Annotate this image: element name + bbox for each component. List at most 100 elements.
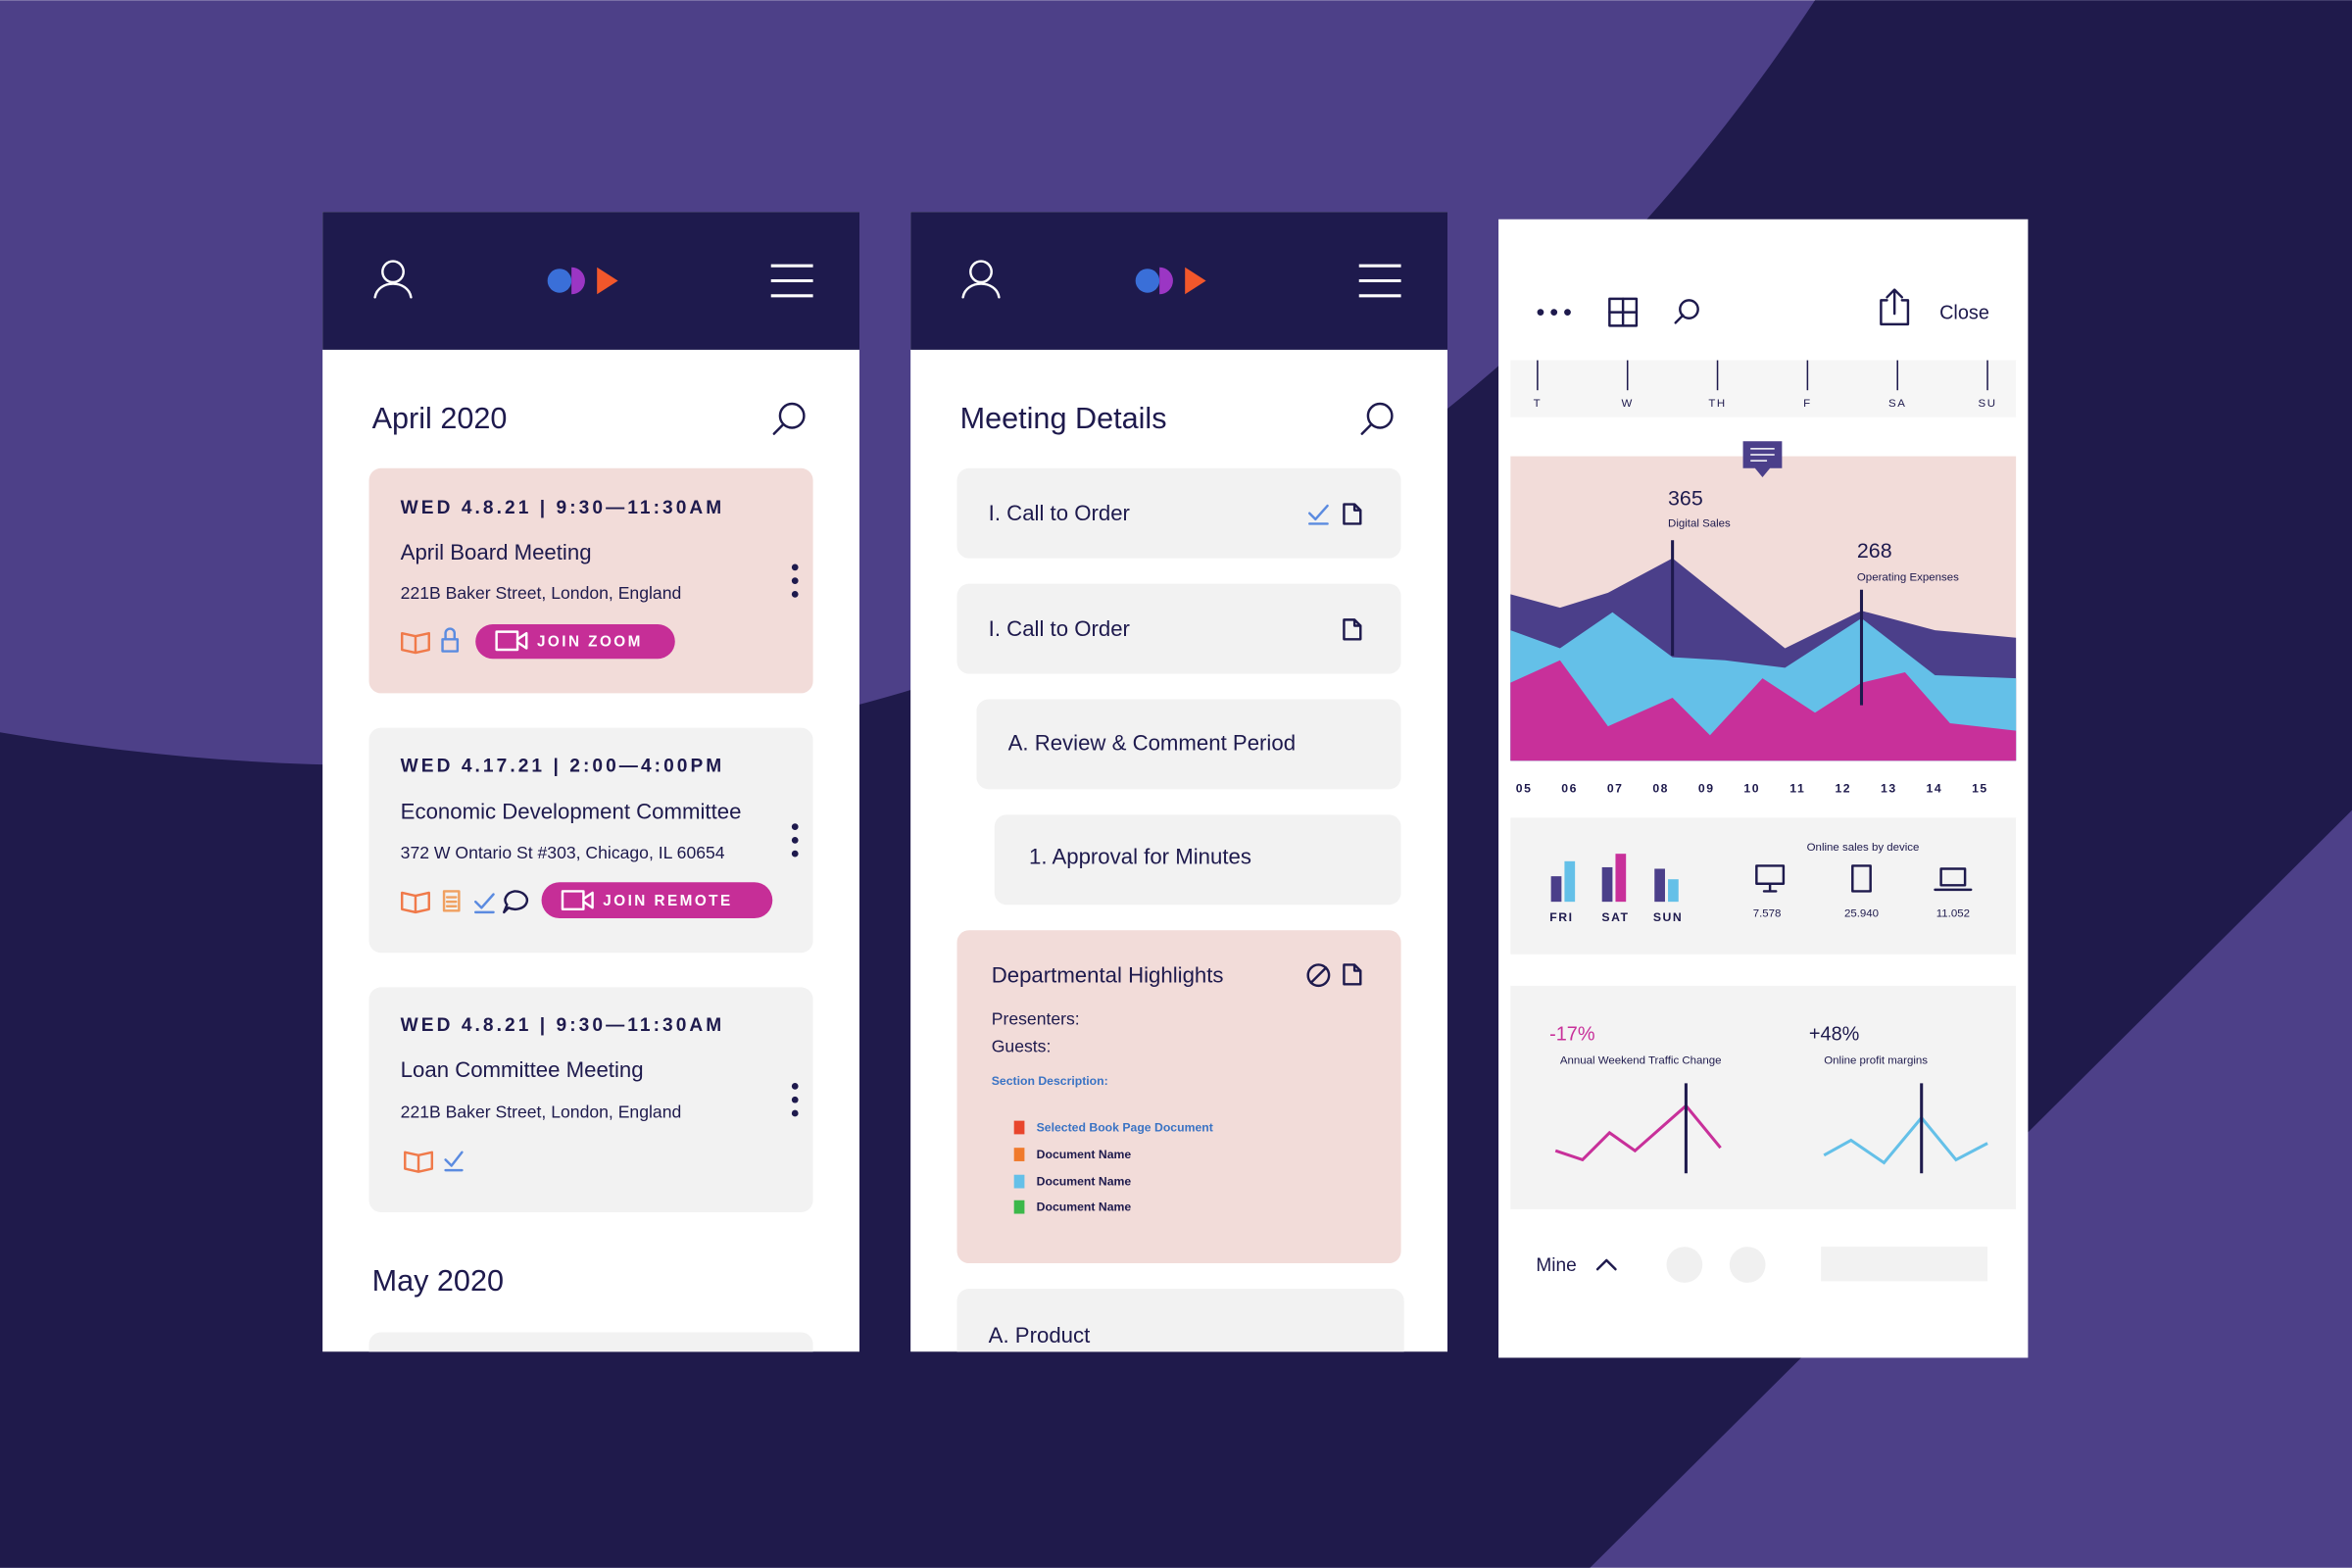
video-icon-part [582, 891, 594, 909]
more-icon-part [791, 591, 799, 598]
highlight-card[interactable] [956, 930, 1401, 1264]
video-icon-part [515, 631, 528, 650]
mini-bars-part [1550, 876, 1562, 903]
menu-icon[interactable] [1358, 264, 1401, 298]
button-label: JOIN REMOTE [603, 893, 732, 909]
video-icon-part [495, 630, 519, 652]
logo-part [1135, 269, 1160, 293]
document-icon[interactable] [1343, 503, 1362, 525]
search-icon[interactable] [1360, 402, 1394, 435]
callout-value: 268 [1857, 539, 1892, 563]
document-link[interactable]: Document Name [1037, 1200, 1132, 1214]
lock-icon[interactable] [441, 627, 460, 653]
kpi-label: Online profit margins [1824, 1054, 1928, 1066]
more-icon[interactable] [1537, 309, 1571, 316]
close-button[interactable]: Close [1939, 302, 1989, 323]
screen-title: Meeting Details [960, 402, 1167, 435]
search-icon[interactable] [1674, 299, 1699, 324]
book-icon[interactable] [400, 891, 430, 914]
month-heading: April 2020 [372, 402, 508, 435]
more-icon[interactable] [791, 823, 799, 858]
check-icon[interactable] [1308, 504, 1329, 525]
sparkline [1823, 1115, 1988, 1165]
day-label: SA [1888, 398, 1906, 410]
event-title: Economic Development Committee [401, 800, 742, 824]
logo-part [1159, 267, 1173, 295]
book-icon[interactable] [404, 1151, 434, 1173]
logo [547, 267, 618, 295]
agenda-item[interactable] [956, 583, 1401, 674]
join-button[interactable] [541, 882, 773, 918]
more-icon-part [1564, 309, 1571, 316]
comment-badge[interactable] [1742, 441, 1783, 477]
event-card[interactable] [368, 987, 813, 1212]
notes-icon[interactable] [442, 890, 461, 912]
grid-icon[interactable] [1608, 297, 1639, 327]
book-icon-part [400, 631, 430, 655]
agenda-item[interactable] [956, 467, 1401, 559]
callout-label: Operating Expenses [1857, 572, 1959, 584]
mini-bars-part [1601, 866, 1613, 903]
user-icon[interactable] [373, 260, 413, 299]
search-icon[interactable] [772, 402, 806, 435]
block-icon-part [1306, 963, 1331, 988]
doc-icon [1013, 1174, 1025, 1189]
menu-icon[interactable] [770, 264, 813, 298]
guests-label: Guests: [992, 1036, 1052, 1055]
agenda-label: 1. Approval for Minutes [1029, 845, 1251, 869]
video-icon [495, 630, 528, 652]
mini-bars-part [1654, 868, 1665, 903]
user-icon[interactable] [961, 260, 1001, 299]
day-ruler [1510, 360, 2017, 417]
more-icon[interactable] [791, 564, 799, 598]
month-heading: May 2020 [372, 1264, 504, 1298]
check-icon[interactable] [444, 1151, 464, 1172]
share-icon[interactable] [1880, 288, 1910, 326]
book-icon[interactable] [400, 631, 430, 655]
more-icon-part [791, 1096, 799, 1103]
hour-label: 07 [1607, 782, 1624, 796]
document-link[interactable]: Selected Book Page Document [1037, 1121, 1213, 1135]
kpi-panel [1510, 985, 2017, 1209]
agenda-label: A. Product [989, 1323, 1091, 1348]
agenda-label: A. Review & Comment Period [1008, 730, 1296, 755]
video-icon-part [561, 890, 585, 911]
dashboard-screen: Close T W TH F SA SU 365 Digital Sales 268 Op… [1498, 219, 2029, 1358]
logo-part [597, 267, 618, 295]
presenters-label: Presenters: [992, 1009, 1080, 1029]
event-address: 221B Baker Street, London, England [401, 583, 682, 603]
header [910, 212, 1448, 350]
document-icon[interactable] [1343, 963, 1362, 986]
check-icon[interactable] [473, 893, 495, 914]
event-card[interactable] [368, 1332, 813, 1422]
hour-label: 06 [1561, 782, 1578, 796]
more-icon-part [791, 577, 799, 584]
user-icon-part [961, 282, 1001, 299]
filter-label[interactable]: Mine [1536, 1255, 1576, 1276]
desktop-icon [1755, 864, 1786, 893]
mini-bars-part [1615, 854, 1627, 903]
video-icon [561, 890, 594, 911]
more-icon-part [791, 837, 799, 844]
agenda-item[interactable] [994, 814, 1401, 906]
document-icon[interactable] [1343, 618, 1362, 641]
tablet-icon [1851, 864, 1872, 893]
user-icon-part [373, 282, 413, 299]
document-link[interactable]: Document Name [1037, 1175, 1132, 1189]
day-label: F [1803, 398, 1812, 410]
chevron-icon[interactable] [1595, 1258, 1617, 1271]
bar-label: FRI [1549, 910, 1573, 924]
block-icon[interactable] [1306, 963, 1331, 988]
agenda-item[interactable] [956, 1289, 1404, 1408]
agenda-item[interactable] [976, 699, 1401, 790]
logo-part [1185, 267, 1206, 295]
comment-icon[interactable] [503, 890, 529, 914]
hour-label: 11 [1789, 782, 1805, 796]
document-link[interactable]: Document Name [1037, 1148, 1132, 1161]
sparkline [1554, 1103, 1722, 1162]
comment-lines [1750, 448, 1775, 462]
more-icon-part [791, 1083, 799, 1090]
event-title: April Board Meeting [401, 540, 592, 564]
more-icon[interactable] [791, 1083, 799, 1117]
day-ticks: T W TH F SA SU [1534, 360, 1995, 410]
